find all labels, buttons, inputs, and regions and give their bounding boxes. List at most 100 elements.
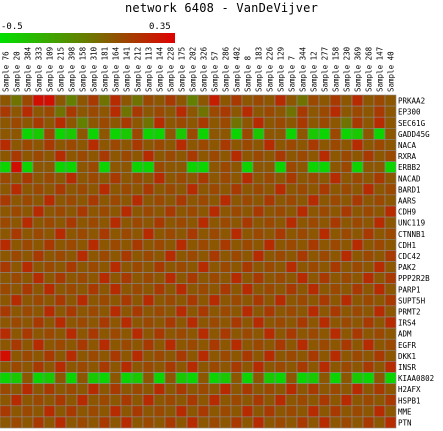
heatmap-cell	[175, 194, 188, 207]
heatmap-cell	[98, 316, 111, 329]
heatmap-cell	[65, 272, 78, 285]
heatmap-cell	[285, 194, 298, 207]
heatmap-cell	[76, 239, 89, 251]
heatmap-cell	[0, 139, 12, 151]
heatmap-cell	[362, 194, 375, 207]
heatmap-cell	[164, 139, 177, 151]
heatmap-cell	[296, 327, 309, 340]
column-label: Sample 402	[233, 47, 242, 92]
heatmap-cell	[175, 239, 188, 251]
heatmap-cell	[76, 261, 89, 273]
heatmap-cell	[230, 216, 243, 229]
heatmap-cell	[21, 305, 34, 318]
heatmap-cell	[351, 316, 364, 329]
heatmap-cell	[351, 94, 364, 107]
heatmap-cell	[384, 294, 397, 307]
heatmap-cell	[318, 116, 331, 129]
heatmap-cell	[307, 128, 320, 140]
heatmap-cell	[197, 338, 210, 351]
heatmap-cell	[285, 349, 298, 362]
heatmap-cell	[43, 150, 56, 162]
heatmap-cell	[362, 172, 375, 185]
heatmap-cell	[10, 250, 23, 262]
heatmap-cell	[318, 283, 331, 296]
heatmap-cell	[373, 416, 386, 429]
heatmap-cell	[285, 105, 298, 118]
heatmap-cell	[263, 305, 276, 318]
heatmap-cell	[296, 227, 309, 240]
heatmap-cell	[10, 116, 23, 129]
heatmap-cell	[197, 272, 210, 285]
heatmap-cell	[318, 205, 331, 218]
heatmap-cell	[76, 416, 89, 429]
heatmap-cell	[76, 183, 89, 196]
heatmap-cell	[21, 139, 34, 151]
heatmap-cell	[252, 327, 265, 340]
heatmap-cell	[21, 161, 34, 174]
heatmap-cell	[241, 183, 254, 196]
heatmap-cell	[164, 361, 177, 373]
heatmap-cell	[384, 94, 397, 107]
heatmap-cell	[340, 172, 353, 185]
heatmap-cell	[318, 161, 331, 174]
heatmap-cell	[164, 261, 177, 273]
heatmap-cell	[142, 394, 155, 407]
heatmap-cell	[252, 239, 265, 251]
heatmap-cell	[120, 394, 133, 407]
heatmap-cell	[54, 383, 67, 396]
heatmap-cell	[373, 349, 386, 362]
heatmap-cell	[351, 394, 364, 407]
heatmap-cell	[153, 294, 166, 307]
heatmap-cell	[32, 338, 45, 351]
heatmap-cell	[10, 183, 23, 196]
heatmap-cell	[21, 194, 34, 207]
heatmap-cell	[131, 305, 144, 318]
heatmap-cell	[109, 416, 122, 429]
heatmap-cell	[65, 394, 78, 407]
heatmap-cell	[98, 283, 111, 296]
heatmap-cell	[0, 383, 12, 396]
heatmap-cell	[65, 327, 78, 340]
heatmap-cell	[351, 205, 364, 218]
heatmap-cell	[54, 327, 67, 340]
heatmap-cell	[109, 272, 122, 285]
heatmap-cell	[43, 349, 56, 362]
heatmap-cell	[296, 128, 309, 140]
heatmap-cell	[65, 139, 78, 151]
heatmap-cell	[329, 283, 342, 296]
heatmap-cell	[120, 139, 133, 151]
heatmap-cell	[98, 205, 111, 218]
heatmap-cell	[98, 272, 111, 285]
heatmap-cell	[318, 183, 331, 196]
heatmap-cell	[318, 261, 331, 273]
heatmap-cell	[329, 394, 342, 407]
heatmap-cell	[252, 283, 265, 296]
heatmap-cell	[120, 283, 133, 296]
heatmap-cell	[109, 194, 122, 207]
heatmap-cell	[340, 105, 353, 118]
heatmap-cell	[65, 205, 78, 218]
heatmap-cell	[65, 316, 78, 329]
heatmap-cell	[373, 338, 386, 351]
heatmap-cell	[87, 416, 100, 429]
heatmap-cell	[109, 227, 122, 240]
heatmap-cell	[252, 338, 265, 351]
heatmap-cell	[362, 361, 375, 373]
heatmap-cell	[351, 372, 364, 384]
heatmap-cell	[230, 94, 243, 107]
heatmap-cell	[54, 316, 67, 329]
heatmap-cell	[54, 194, 67, 207]
heatmap-cell	[98, 94, 111, 107]
heatmap-cell	[164, 327, 177, 340]
heatmap-cell	[54, 261, 67, 273]
heatmap-cell	[219, 128, 232, 140]
heatmap-cell	[274, 349, 287, 362]
heatmap-cell	[65, 128, 78, 140]
heatmap-cell	[87, 227, 100, 240]
heatmap-cell	[131, 116, 144, 129]
heatmap-cell	[340, 183, 353, 196]
heatmap-cell	[43, 361, 56, 373]
heatmap-cell	[164, 239, 177, 251]
heatmap-cell	[274, 283, 287, 296]
heatmap-cell	[208, 183, 221, 196]
